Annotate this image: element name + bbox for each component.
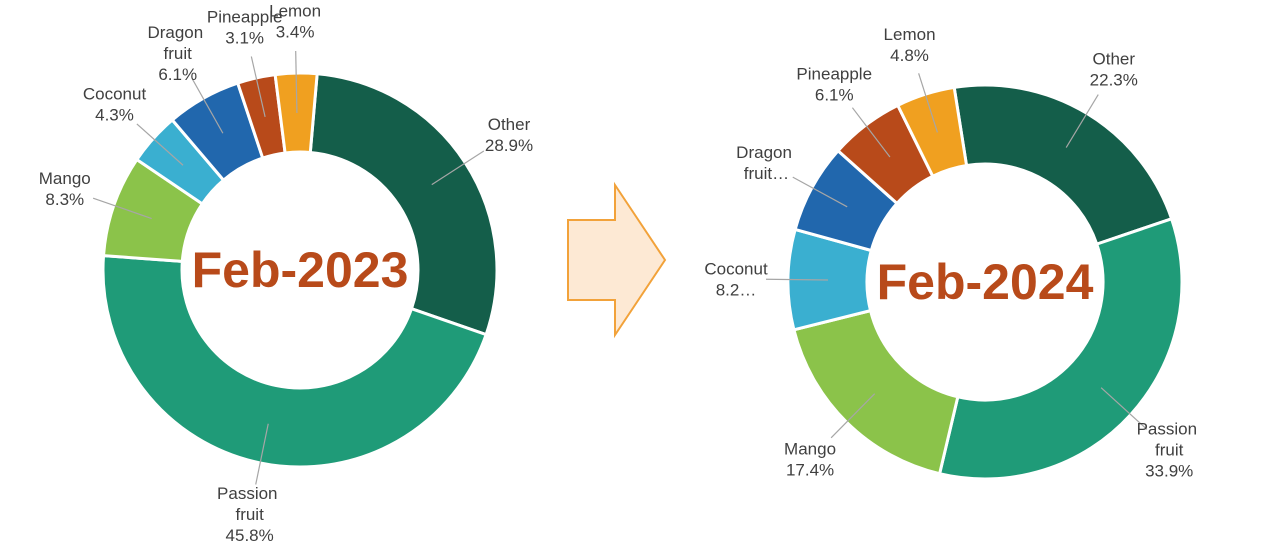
category-label: Lemon (269, 2, 321, 21)
leader-line (431, 150, 485, 186)
data-label: Coconut 8.2… (704, 259, 768, 299)
category-label: Lemon (884, 25, 936, 44)
data-label: Pineapple 6.1% (796, 64, 872, 104)
data-label: Dragon fruit… (736, 143, 796, 183)
data-label: Other 28.9% (485, 115, 533, 155)
category-label: Mango (39, 169, 91, 188)
leader-line (792, 176, 848, 208)
center-label: Feb-2023 (192, 242, 409, 298)
category-label: Pineapple (207, 8, 283, 27)
category-label: Other (1093, 49, 1136, 68)
slice (895, 85, 969, 179)
data-label: Pineapple 3.1% (207, 8, 283, 48)
value-label: 33.9% (1145, 462, 1193, 481)
category-label: Pineapple (796, 64, 872, 83)
leader-line (1065, 94, 1099, 148)
leader-line (918, 73, 938, 133)
slice (273, 71, 319, 155)
slice (937, 216, 1184, 481)
value-label: 8.2… (716, 280, 757, 299)
category-label: Dragon fruit (147, 23, 207, 63)
leader-line (851, 107, 891, 158)
leader-line (830, 393, 876, 439)
value-label: 28.9% (485, 136, 533, 155)
data-label: Mango 17.4% (784, 440, 836, 480)
data-label: Mango 8.3% (39, 169, 91, 209)
value-label: 17.4% (786, 461, 834, 480)
data-label: Passion fruit 33.9% (1137, 420, 1202, 481)
leader-line (1100, 387, 1148, 430)
center-label: Feb-2024 (877, 254, 1094, 310)
category-label: Passion fruit (1137, 420, 1202, 460)
category-label: Dragon fruit… (736, 143, 796, 183)
value-label: 3.1% (225, 29, 264, 48)
data-label: Other 22.3% (1090, 49, 1138, 89)
leader-line (766, 278, 829, 281)
data-label: Lemon 3.4% (269, 2, 321, 42)
category-label: Other (488, 115, 531, 134)
data-label: Coconut 4.3% (83, 84, 147, 124)
leader-line (295, 51, 298, 114)
leader-line (255, 423, 269, 485)
data-label: Dragon fruit 6.1% (147, 23, 207, 84)
slice (308, 72, 499, 337)
leader-line (250, 56, 266, 118)
slice (952, 83, 1174, 247)
data-label: Lemon 4.8% (884, 25, 936, 65)
value-label: 3.4% (276, 23, 315, 42)
slice (101, 254, 489, 469)
category-label: Mango (784, 440, 836, 459)
leader-line (136, 123, 184, 166)
value-label: 4.3% (95, 105, 134, 124)
arrow (567, 181, 667, 339)
value-label: 4.8% (890, 46, 929, 65)
value-label: 6.1% (815, 85, 854, 104)
leader-line (191, 78, 224, 134)
category-label: Coconut (704, 259, 768, 278)
value-label: 6.1% (158, 65, 197, 84)
value-label: 22.3% (1090, 70, 1138, 89)
data-label: Passion fruit 45.8% (217, 484, 282, 545)
value-label: 8.3% (45, 190, 84, 209)
leader-line (92, 197, 152, 220)
category-label: Passion fruit (217, 484, 282, 524)
value-label: 45.8% (226, 526, 274, 545)
category-label: Coconut (83, 84, 147, 103)
